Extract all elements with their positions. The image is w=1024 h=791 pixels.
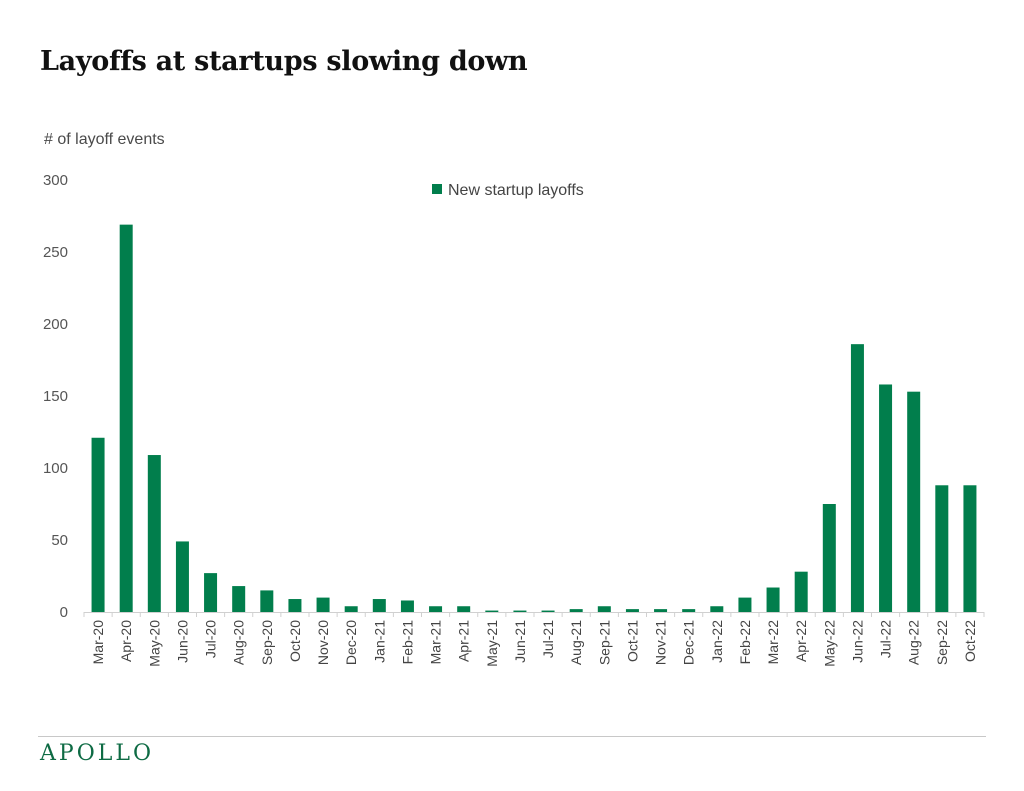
x-tick-label: Feb-21 bbox=[399, 620, 415, 665]
y-tick-label: 300 bbox=[43, 172, 68, 189]
bar bbox=[822, 504, 836, 612]
bar-chart: 0 50 100 150 200 250 300 Mar-20 Apr-20 May-20 Jun-… bbox=[43, 172, 985, 667]
x-tick-label: Jul-20 bbox=[203, 620, 219, 658]
x-tick-label: Jan-21 bbox=[371, 620, 387, 663]
footer-divider bbox=[38, 736, 986, 737]
legend-label: New startup layoffs bbox=[448, 182, 584, 199]
bar bbox=[597, 606, 611, 612]
bar bbox=[569, 609, 583, 612]
bar bbox=[710, 606, 724, 612]
x-tick-label: Nov-21 bbox=[653, 620, 669, 665]
bar bbox=[682, 609, 696, 612]
x-tick-label: May-21 bbox=[484, 620, 500, 667]
x-tick-label: Jan-22 bbox=[709, 620, 725, 663]
bar bbox=[935, 485, 949, 612]
bar bbox=[654, 609, 668, 612]
bar bbox=[766, 587, 780, 612]
y-tick-label: 100 bbox=[43, 460, 68, 477]
bar bbox=[879, 384, 893, 612]
y-tick-label: 150 bbox=[43, 388, 68, 405]
bar bbox=[119, 224, 133, 612]
x-tick-label: Jun-20 bbox=[174, 620, 190, 663]
x-tick-label: May-20 bbox=[146, 620, 162, 667]
x-tick-label: Mar-22 bbox=[765, 620, 781, 665]
x-tick-label: Nov-20 bbox=[315, 620, 331, 665]
x-tick-label: Dec-20 bbox=[343, 620, 359, 665]
legend-swatch bbox=[432, 184, 442, 194]
x-tick-label: Oct-22 bbox=[962, 620, 978, 662]
x-tick-label: Sep-20 bbox=[259, 620, 275, 665]
x-tick-label: Jul-21 bbox=[540, 620, 556, 658]
x-tick-label: Oct-21 bbox=[624, 620, 640, 662]
x-tick-label: Aug-22 bbox=[906, 620, 922, 665]
bar bbox=[316, 597, 330, 612]
bar bbox=[794, 571, 808, 612]
bar bbox=[288, 599, 302, 612]
x-tick-label: Jul-22 bbox=[878, 620, 894, 658]
bar bbox=[963, 485, 977, 612]
bar bbox=[204, 573, 218, 612]
x-tick-label: May-22 bbox=[821, 620, 837, 667]
x-tick-label: Mar-20 bbox=[90, 620, 106, 665]
x-tick-label: Aug-20 bbox=[231, 620, 247, 665]
bar bbox=[400, 600, 414, 612]
y-tick-label: 0 bbox=[60, 604, 68, 621]
x-tick-label: Jun-22 bbox=[849, 620, 865, 663]
bar bbox=[625, 609, 639, 612]
chart-title: Layoffs at startups slowing down bbox=[40, 46, 528, 77]
x-tick-label: Apr-22 bbox=[793, 620, 809, 662]
bar bbox=[850, 344, 864, 612]
x-tick-label: Sep-22 bbox=[934, 620, 950, 665]
bar bbox=[147, 455, 161, 612]
bar bbox=[907, 391, 921, 612]
x-tick-label: Apr-20 bbox=[118, 620, 134, 662]
x-tick-label: Aug-21 bbox=[568, 620, 584, 665]
bar bbox=[541, 610, 555, 612]
x-tick-label: Mar-21 bbox=[428, 620, 444, 665]
x-tick-label: Apr-21 bbox=[456, 620, 472, 662]
y-tick-label: 250 bbox=[43, 244, 68, 261]
bar bbox=[175, 541, 189, 612]
x-tick-label: Sep-21 bbox=[596, 620, 612, 665]
bar bbox=[485, 610, 499, 612]
bar bbox=[232, 586, 246, 612]
bar bbox=[513, 610, 527, 612]
bar bbox=[372, 599, 386, 612]
bar bbox=[429, 606, 443, 612]
y-axis-label: # of layoff events bbox=[44, 131, 165, 148]
x-tick-label: Jun-21 bbox=[512, 620, 528, 663]
x-tick-label: Dec-21 bbox=[681, 620, 697, 665]
bar bbox=[344, 606, 358, 612]
bar bbox=[457, 606, 471, 612]
x-tick-label: Oct-20 bbox=[287, 620, 303, 662]
y-tick-label: 50 bbox=[51, 532, 68, 549]
x-tick-label: Feb-22 bbox=[737, 620, 753, 665]
bar bbox=[91, 437, 105, 612]
bar bbox=[738, 597, 752, 612]
y-tick-label: 200 bbox=[43, 316, 68, 333]
apollo-logo: APOLLO bbox=[40, 741, 154, 766]
bar bbox=[260, 590, 274, 612]
